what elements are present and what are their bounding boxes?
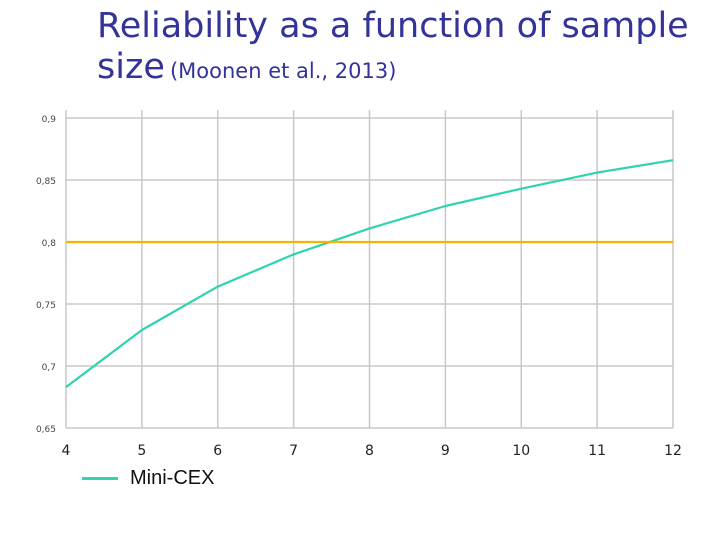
legend-swatch-mini-cex xyxy=(82,476,118,480)
x-tick-label: 7 xyxy=(289,443,298,459)
series-line-mini-cex xyxy=(65,159,674,388)
x-tick-label: 9 xyxy=(441,443,450,459)
legend-label-mini-cex: Mini-CEX xyxy=(130,466,215,489)
x-tick-label: 12 xyxy=(664,443,682,459)
title-main: Reliability as a function of sample size xyxy=(97,6,689,88)
slide-title: Reliability as a function of sample size… xyxy=(97,6,707,89)
title-citation: (Moonen et al., 2013) xyxy=(169,59,397,84)
x-tick-label: 5 xyxy=(137,443,146,459)
chart-legend: Mini-CEX xyxy=(82,466,214,490)
y-tick-label: 0,7 xyxy=(42,363,56,373)
y-tick-label: 0,8 xyxy=(42,239,57,249)
y-tick-label: 0,65 xyxy=(36,425,56,435)
x-tick-label: 8 xyxy=(365,443,374,459)
x-tick-label: 11 xyxy=(588,443,606,459)
x-tick-label: 6 xyxy=(213,443,222,459)
x-tick-label: 4 xyxy=(62,443,71,459)
x-tick-label: 10 xyxy=(512,443,530,459)
y-tick-label: 0,75 xyxy=(36,301,56,311)
y-tick-label: 0,85 xyxy=(36,177,56,187)
y-tick-label: 0,9 xyxy=(42,115,57,125)
